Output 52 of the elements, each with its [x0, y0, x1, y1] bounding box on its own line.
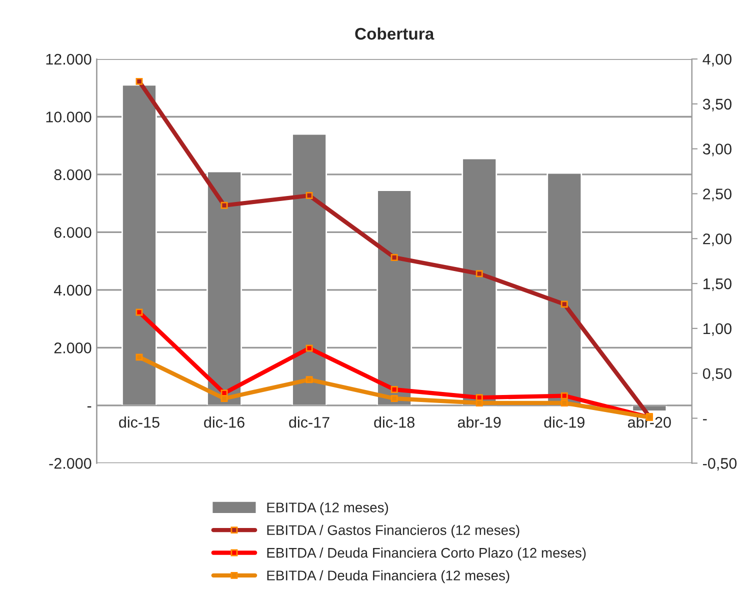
bar	[292, 133, 327, 406]
y2-tick-label: -0,50	[703, 458, 737, 471]
y-tick-label: 10.000	[46, 112, 92, 122]
x-tick-label: dic-17	[289, 416, 330, 428]
point	[220, 202, 228, 209]
point	[560, 392, 568, 400]
point	[390, 395, 398, 402]
point	[390, 254, 398, 261]
y2-tick-label: 1,00	[704, 323, 732, 336]
y-tick-label: 4.000	[54, 284, 92, 296]
y2-tick-label: 3,00	[702, 144, 732, 156]
bar	[376, 190, 412, 406]
y2-tick-label: 1,50	[704, 278, 732, 292]
x-tick-label: abr-20	[628, 416, 671, 428]
x-tick-label: abr-19	[458, 416, 501, 428]
x-tick-label: dic-16	[204, 416, 244, 428]
point	[476, 270, 483, 278]
legend-label: EBITDA / Deuda Financiera (12 meses)	[267, 570, 510, 584]
legend-label: EBITDA / Deuda Financiera Corto Plazo (12 meses)	[267, 548, 586, 560]
point	[390, 386, 398, 393]
point	[220, 395, 228, 402]
legend-label: EBITDA (12 meses)	[267, 502, 388, 516]
y2-tick-label: -	[703, 419, 707, 420]
y-tick-label: 2.000	[54, 342, 92, 354]
point	[306, 376, 313, 384]
x-tick-label: dic-19	[544, 416, 584, 428]
point	[136, 78, 143, 85]
point	[306, 192, 313, 199]
chart-title: Cobertura	[355, 27, 434, 40]
x-tick-label: dic-18	[374, 416, 414, 428]
point	[136, 308, 143, 316]
point	[136, 354, 143, 361]
legend-label: EBITDA / Gastos Financieros (12 meses)	[267, 524, 520, 538]
bar	[462, 158, 498, 406]
point	[560, 400, 568, 406]
point	[560, 300, 568, 308]
y2-tick-label: 2,00	[703, 233, 732, 246]
y-tick-label: -	[87, 406, 92, 408]
y-tick-label: -2.000	[49, 458, 92, 469]
y2-tick-label: 0,50	[702, 368, 732, 381]
y2-tick-label: 4,00	[702, 54, 732, 66]
x-tick-label: dic-15	[119, 416, 160, 428]
y2-tick-label: 3,50	[702, 98, 732, 112]
point	[306, 344, 313, 352]
bar	[122, 84, 157, 406]
point	[476, 400, 483, 406]
bar	[206, 170, 242, 406]
bar	[546, 172, 582, 406]
y-tick-label: 12.000	[46, 54, 92, 65]
y-tick-label: 8.000	[54, 169, 92, 180]
y2-tick-label: 2,50	[703, 188, 732, 202]
y-tick-label: 6.000	[54, 227, 92, 238]
